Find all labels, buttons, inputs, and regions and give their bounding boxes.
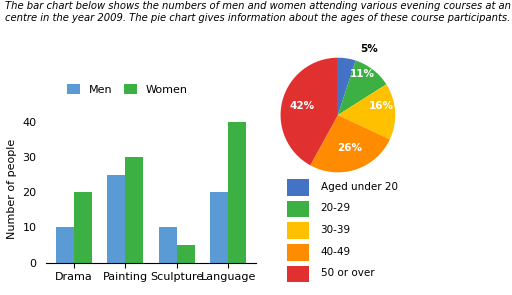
- Text: Aged under 20: Aged under 20: [321, 182, 397, 192]
- Bar: [287, 244, 309, 260]
- Text: 11%: 11%: [350, 69, 374, 79]
- Bar: [56, 227, 74, 263]
- Bar: [125, 157, 143, 263]
- Wedge shape: [310, 115, 390, 172]
- Bar: [287, 266, 309, 282]
- Y-axis label: Number of people: Number of people: [7, 139, 17, 239]
- Text: 26%: 26%: [337, 143, 362, 153]
- Wedge shape: [338, 58, 356, 115]
- Bar: [177, 245, 195, 263]
- Text: 5%: 5%: [360, 44, 378, 54]
- Text: 50 or over: 50 or over: [321, 268, 374, 278]
- Bar: [228, 122, 246, 263]
- Bar: [287, 222, 309, 239]
- Text: 40-49: 40-49: [321, 247, 351, 257]
- Text: 42%: 42%: [290, 101, 315, 112]
- Text: 30-39: 30-39: [321, 225, 351, 235]
- Bar: [210, 192, 228, 263]
- Text: 20-29: 20-29: [321, 204, 351, 214]
- Bar: [159, 227, 177, 263]
- Bar: [287, 179, 309, 196]
- Bar: [107, 175, 125, 263]
- Wedge shape: [281, 58, 338, 165]
- Text: 16%: 16%: [369, 101, 393, 112]
- Legend: Men, Women: Men, Women: [62, 79, 192, 99]
- Bar: [287, 201, 309, 217]
- Bar: [74, 192, 92, 263]
- Wedge shape: [338, 84, 395, 140]
- Text: The bar chart below shows the numbers of men and women attending various evening: The bar chart below shows the numbers of…: [5, 1, 512, 23]
- Wedge shape: [338, 60, 387, 115]
